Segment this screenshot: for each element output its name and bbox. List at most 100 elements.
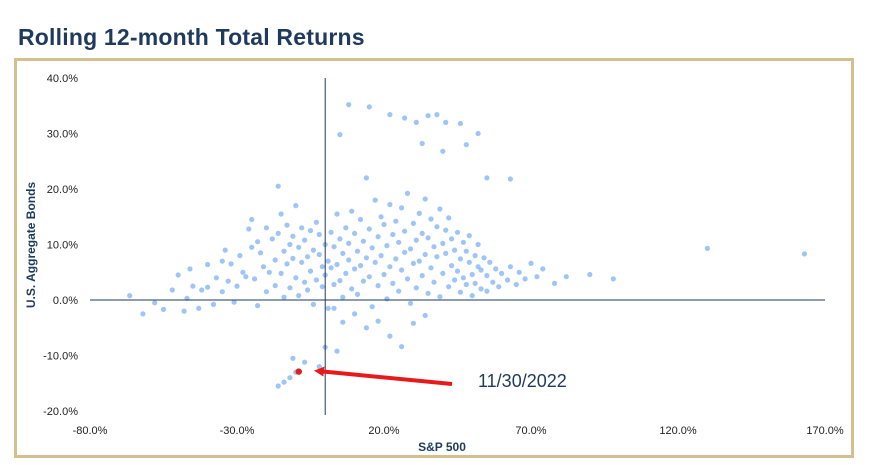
data-point bbox=[266, 269, 272, 275]
data-point bbox=[428, 216, 434, 222]
data-point bbox=[443, 227, 449, 233]
data-point bbox=[534, 274, 540, 280]
data-point bbox=[169, 287, 175, 293]
data-point bbox=[413, 237, 419, 243]
ticks-layer: -80.0% -30.0% 20.0% 70.0% 120.0% 170.0% 40.0% 3… bbox=[43, 73, 844, 437]
data-point bbox=[460, 275, 466, 281]
data-point bbox=[331, 305, 337, 311]
data-point bbox=[246, 226, 252, 232]
data-point bbox=[422, 196, 428, 202]
data-point bbox=[307, 228, 314, 234]
data-point bbox=[437, 294, 443, 300]
data-point bbox=[375, 318, 381, 324]
y-tick-label: 30.0% bbox=[47, 129, 78, 141]
data-point bbox=[340, 294, 346, 300]
data-point bbox=[437, 206, 443, 212]
data-point bbox=[349, 286, 355, 292]
data-point bbox=[284, 222, 290, 228]
data-point bbox=[313, 219, 319, 225]
data-point bbox=[440, 270, 446, 276]
data-point bbox=[390, 231, 396, 238]
data-point bbox=[281, 294, 287, 300]
data-point bbox=[290, 233, 296, 239]
data-point bbox=[334, 348, 340, 354]
data-point bbox=[454, 268, 461, 274]
data-point bbox=[551, 280, 558, 286]
data-point bbox=[399, 267, 405, 273]
data-point bbox=[225, 278, 231, 284]
data-point bbox=[475, 241, 481, 248]
data-point bbox=[337, 132, 343, 138]
data-point bbox=[390, 280, 396, 286]
data-point bbox=[287, 285, 293, 291]
data-point bbox=[269, 236, 275, 242]
data-point bbox=[431, 279, 437, 285]
y-tick-label: -10.0% bbox=[43, 351, 78, 363]
data-point bbox=[272, 257, 278, 263]
data-point bbox=[310, 247, 316, 253]
data-point bbox=[346, 240, 352, 246]
data-point bbox=[704, 245, 711, 251]
data-point bbox=[496, 284, 502, 290]
x-tick-label: -30.0% bbox=[220, 425, 255, 437]
data-point bbox=[187, 266, 193, 272]
data-point bbox=[249, 244, 255, 250]
y-axis-label: U.S. Aggregate Bonds bbox=[24, 182, 38, 309]
data-point bbox=[504, 277, 511, 283]
data-point bbox=[422, 251, 428, 258]
data-point bbox=[452, 277, 458, 283]
data-point bbox=[127, 293, 133, 299]
y-tick-label: 40.0% bbox=[47, 73, 78, 85]
data-point bbox=[196, 305, 202, 311]
data-point bbox=[413, 285, 419, 291]
data-point bbox=[310, 301, 316, 307]
highlight-point bbox=[295, 368, 302, 375]
x-tick-label: -80.0% bbox=[73, 425, 108, 437]
data-point bbox=[463, 142, 469, 148]
data-point bbox=[399, 344, 405, 350]
annotation-arrow bbox=[314, 366, 453, 386]
data-point bbox=[316, 251, 322, 258]
data-point bbox=[354, 291, 361, 297]
data-point bbox=[384, 296, 390, 302]
data-point bbox=[372, 259, 378, 265]
data-point bbox=[463, 281, 469, 288]
data-point bbox=[290, 255, 296, 261]
data-point bbox=[319, 264, 325, 270]
data-point bbox=[801, 251, 808, 257]
data-point bbox=[293, 203, 299, 209]
data-point bbox=[487, 259, 493, 265]
data-point bbox=[413, 119, 419, 125]
data-point bbox=[307, 268, 314, 274]
data-point bbox=[249, 216, 255, 223]
data-point bbox=[328, 229, 334, 235]
data-point bbox=[425, 113, 431, 119]
data-point bbox=[302, 359, 308, 365]
data-point bbox=[490, 279, 496, 285]
x-tick-label: 170.0% bbox=[806, 425, 844, 437]
data-point bbox=[252, 276, 258, 282]
chart-frame bbox=[14, 58, 854, 458]
data-point bbox=[140, 311, 146, 317]
data-point bbox=[199, 287, 205, 293]
data-point bbox=[296, 244, 302, 250]
data-point bbox=[563, 274, 569, 280]
data-point bbox=[299, 259, 305, 265]
data-point bbox=[243, 274, 249, 280]
data-point bbox=[516, 269, 522, 275]
data-point bbox=[299, 225, 305, 231]
data-point bbox=[354, 248, 361, 254]
data-point bbox=[360, 278, 366, 284]
data-point bbox=[219, 289, 225, 295]
data-point bbox=[463, 248, 469, 254]
data-point bbox=[419, 230, 425, 236]
data-point bbox=[410, 320, 416, 326]
data-point bbox=[381, 221, 387, 228]
data-point bbox=[402, 249, 408, 255]
data-point bbox=[334, 211, 340, 217]
data-point bbox=[478, 267, 484, 273]
data-point bbox=[369, 304, 375, 310]
data-point bbox=[263, 225, 269, 231]
y-tick-label: 0.0% bbox=[53, 295, 78, 307]
